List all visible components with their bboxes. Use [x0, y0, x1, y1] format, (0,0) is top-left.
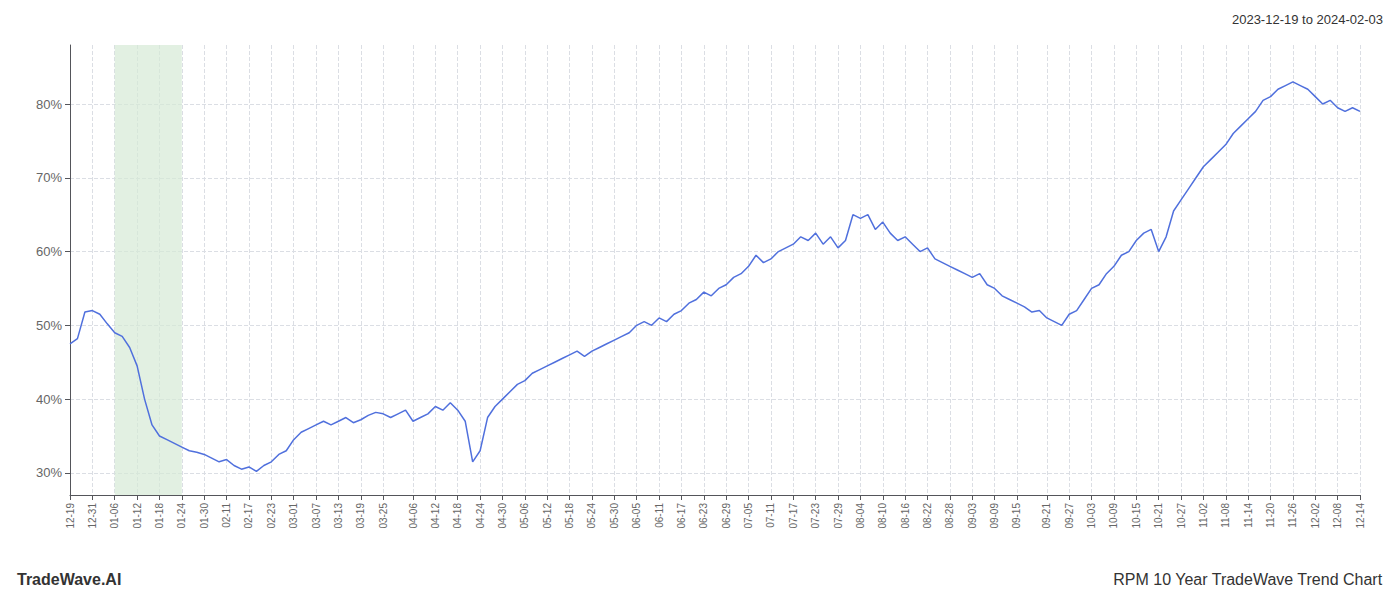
- svg-text:12-14: 12-14: [1355, 503, 1366, 529]
- svg-text:07-29: 07-29: [833, 503, 844, 529]
- svg-text:11-14: 11-14: [1243, 503, 1254, 528]
- svg-text:40%: 40%: [36, 392, 62, 407]
- svg-text:09-09: 09-09: [989, 503, 1000, 529]
- svg-text:12-31: 12-31: [87, 503, 98, 529]
- svg-text:04-06: 04-06: [408, 503, 419, 529]
- svg-text:08-22: 08-22: [922, 503, 933, 529]
- svg-text:11-26: 11-26: [1287, 503, 1298, 528]
- svg-text:07-23: 07-23: [810, 503, 821, 529]
- svg-text:10-27: 10-27: [1176, 503, 1187, 529]
- svg-text:12-19: 12-19: [65, 503, 76, 529]
- svg-text:11-02: 11-02: [1198, 503, 1209, 528]
- svg-text:12-02: 12-02: [1310, 503, 1321, 529]
- svg-text:01-18: 01-18: [154, 503, 165, 529]
- svg-text:50%: 50%: [36, 318, 62, 333]
- svg-text:06-05: 06-05: [631, 503, 642, 529]
- svg-text:05-30: 05-30: [609, 503, 620, 529]
- svg-text:08-28: 08-28: [944, 503, 955, 529]
- svg-text:08-04: 08-04: [855, 503, 866, 529]
- svg-text:02-11: 02-11: [221, 503, 232, 528]
- svg-text:07-05: 07-05: [743, 503, 754, 529]
- svg-text:11-08: 11-08: [1220, 503, 1231, 528]
- svg-text:10-21: 10-21: [1153, 503, 1164, 529]
- svg-text:01-12: 01-12: [132, 503, 143, 529]
- svg-text:80%: 80%: [36, 97, 62, 112]
- svg-text:70%: 70%: [36, 170, 62, 185]
- svg-text:05-06: 05-06: [519, 503, 530, 529]
- svg-text:11-20: 11-20: [1265, 503, 1276, 528]
- svg-text:04-18: 04-18: [452, 503, 463, 529]
- svg-text:02-17: 02-17: [243, 503, 254, 529]
- svg-text:10-03: 10-03: [1086, 503, 1097, 529]
- svg-text:30%: 30%: [36, 465, 62, 480]
- svg-text:01-24: 01-24: [176, 503, 187, 529]
- svg-text:05-12: 05-12: [542, 503, 553, 529]
- svg-text:04-24: 04-24: [475, 503, 486, 529]
- svg-text:03-25: 03-25: [378, 503, 389, 529]
- svg-text:04-12: 04-12: [430, 503, 441, 529]
- svg-text:06-23: 06-23: [698, 503, 709, 529]
- svg-text:06-17: 06-17: [676, 503, 687, 529]
- svg-text:02-23: 02-23: [266, 503, 277, 529]
- svg-text:2023-12-19 to 2024-02-03: 2023-12-19 to 2024-02-03: [1232, 12, 1383, 27]
- svg-text:06-11: 06-11: [654, 503, 665, 528]
- svg-text:TradeWave.AI: TradeWave.AI: [17, 571, 121, 588]
- svg-text:06-29: 06-29: [721, 503, 732, 529]
- svg-text:01-30: 01-30: [199, 503, 210, 529]
- svg-text:10-15: 10-15: [1131, 503, 1142, 529]
- svg-text:09-21: 09-21: [1041, 503, 1052, 529]
- svg-text:09-03: 09-03: [967, 503, 978, 529]
- svg-text:05-18: 05-18: [564, 503, 575, 529]
- svg-text:07-11: 07-11: [765, 503, 776, 528]
- svg-text:10-09: 10-09: [1108, 503, 1119, 529]
- svg-text:09-15: 09-15: [1011, 503, 1022, 529]
- svg-text:03-07: 03-07: [311, 503, 322, 529]
- svg-text:12-08: 12-08: [1332, 503, 1343, 529]
- svg-text:03-01: 03-01: [288, 503, 299, 529]
- svg-text:03-19: 03-19: [355, 503, 366, 529]
- svg-text:07-17: 07-17: [788, 503, 799, 529]
- svg-text:04-30: 04-30: [497, 503, 508, 529]
- svg-text:03-13: 03-13: [333, 503, 344, 529]
- svg-text:08-16: 08-16: [900, 503, 911, 529]
- svg-text:09-27: 09-27: [1064, 503, 1075, 529]
- svg-text:08-10: 08-10: [877, 503, 888, 529]
- svg-text:60%: 60%: [36, 244, 62, 259]
- svg-text:RPM 10 Year TradeWave Trend Ch: RPM 10 Year TradeWave Trend Chart: [1113, 571, 1382, 588]
- svg-text:01-06: 01-06: [109, 503, 120, 529]
- svg-text:05-24: 05-24: [586, 503, 597, 529]
